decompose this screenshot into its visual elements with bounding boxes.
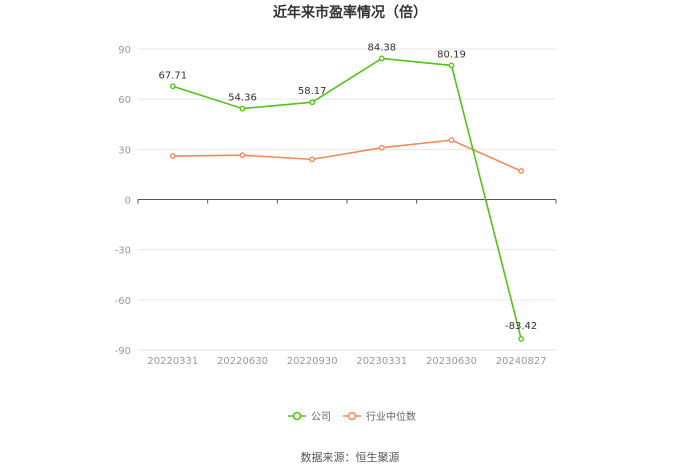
data-label: -83.42 bbox=[505, 321, 537, 332]
data-source: 数据来源：恒生聚源 bbox=[301, 450, 400, 464]
x-tick-label: 20220331 bbox=[147, 356, 198, 367]
y-tick-label: -90 bbox=[115, 346, 131, 357]
series-layer: 67.71 54.36 58.17 84.38 80.19 -83.42 bbox=[159, 42, 537, 342]
data-point bbox=[309, 99, 316, 106]
series-line-0 bbox=[172, 57, 522, 340]
y-tick-label: 60 bbox=[118, 95, 131, 106]
data-point bbox=[309, 156, 316, 163]
data-point bbox=[239, 105, 246, 112]
x-tick-label: 20220930 bbox=[287, 356, 338, 367]
y-tick-label: 0 bbox=[125, 196, 131, 207]
data-point bbox=[448, 137, 455, 144]
data-label: 58.17 bbox=[298, 86, 327, 97]
data-point bbox=[378, 55, 385, 62]
data-point bbox=[239, 152, 246, 159]
data-point bbox=[518, 336, 525, 342]
data-label: 80.19 bbox=[437, 49, 466, 60]
x-tick-label: 20220630 bbox=[217, 356, 268, 367]
legend-swatch-marker bbox=[292, 411, 302, 421]
x-tick-label: 20240827 bbox=[496, 356, 547, 367]
data-point bbox=[169, 83, 176, 90]
y-tick-label: 30 bbox=[118, 145, 131, 156]
data-point bbox=[448, 62, 455, 69]
data-point bbox=[378, 144, 385, 151]
series-line-1 bbox=[172, 139, 522, 172]
x-tick-label: 20230630 bbox=[426, 356, 477, 367]
data-label: 54.36 bbox=[228, 93, 257, 104]
chart-title: 近年来市盈率情况（倍） bbox=[273, 4, 427, 21]
y-axis: 90 60 30 0 -30 -60 -90 bbox=[115, 45, 131, 357]
legend-label: 公司 bbox=[311, 412, 331, 423]
legend-swatch-marker bbox=[347, 411, 357, 421]
y-tick-label: -60 bbox=[115, 296, 131, 307]
legend-label: 行业中位数 bbox=[366, 410, 416, 423]
y-tick-label: -30 bbox=[115, 246, 131, 257]
data-label: 67.71 bbox=[159, 70, 188, 81]
x-axis: 20220331 20220630 20220930 20230331 20230630… bbox=[137, 199, 557, 367]
y-tick-label: 90 bbox=[118, 45, 131, 56]
data-label: 84.38 bbox=[368, 42, 397, 53]
data-point bbox=[518, 168, 525, 174]
data-point bbox=[169, 153, 176, 159]
legend: 公司 行业中位数 bbox=[288, 410, 416, 423]
x-tick-label: 20230331 bbox=[356, 356, 407, 367]
